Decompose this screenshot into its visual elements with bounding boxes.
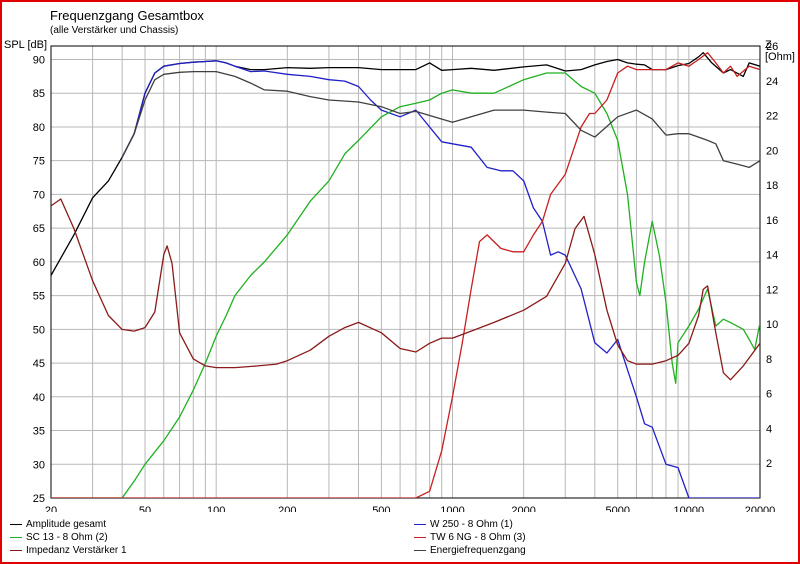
series-line-w-250-8-ohm-1 — [121, 60, 760, 498]
legend-label: Energiefrequenzgang — [430, 545, 526, 556]
y2-tick-label: 4 — [766, 423, 772, 435]
plot-area: 20 50 100 200 500 1000 2000 5000 10000 20000 25 30 3… — [33, 41, 779, 512]
x-tick-label: 1000 — [440, 505, 464, 512]
x-tick-label: 200 — [278, 505, 296, 512]
legend-swatch — [10, 550, 22, 551]
plot-background — [51, 46, 760, 498]
x-tick-label: 20 — [45, 505, 57, 512]
y-tick-label: 35 — [33, 426, 45, 438]
y2-tick-label: 6 — [766, 389, 772, 401]
y-tick-label: 70 — [33, 189, 45, 201]
x-tick-label: 5000 — [605, 505, 629, 512]
y-tick-label: 90 — [33, 54, 45, 66]
series-line-tw-6-ng-8-ohm-3 — [51, 52, 760, 498]
y-tick-label: 85 — [33, 88, 45, 100]
legend-item-energiefrequenzgang: Energiefrequenzgang — [414, 545, 526, 556]
series-line-energiefrequenzgang — [121, 70, 760, 169]
chart-title: Frequenzgang Gesamtbox — [50, 8, 204, 23]
series-line-sc-13-8-ohm-2 — [51, 72, 760, 498]
legend-label: W 250 - 8 Ohm (1) — [430, 519, 513, 530]
legend-item-sc13: SC 13 - 8 Ohm (2) — [10, 532, 108, 543]
x-tick-label: 50 — [139, 505, 151, 512]
legend-swatch — [414, 524, 426, 525]
legend-swatch — [10, 537, 22, 538]
y2-tick-label: 24 — [766, 76, 778, 88]
y2-tick-label: 20 — [766, 145, 778, 157]
y2-tick-label: 2 — [766, 458, 772, 470]
legend-label: TW 6 NG - 8 Ohm (3) — [430, 532, 526, 543]
legend-swatch — [414, 537, 426, 538]
legend-swatch — [10, 524, 22, 525]
x-tick-label: 100 — [207, 505, 225, 512]
y2-tick-label: 12 — [766, 284, 778, 296]
legend-swatch — [414, 550, 426, 551]
y-tick-label: 50 — [33, 324, 45, 336]
y-axis-label: SPL [dB] — [4, 39, 48, 51]
y2-tick-label: 10 — [766, 319, 778, 331]
y-tick-label: 65 — [33, 223, 45, 235]
legend-label: Amplitude gesamt — [26, 519, 107, 530]
y-tick-label: 45 — [33, 358, 45, 370]
y2-tick-label: 18 — [766, 180, 778, 192]
legend-item-impedanz: Impedanz Verstärker 1 — [10, 545, 127, 556]
legend-item-tw6ng: TW 6 NG - 8 Ohm (3) — [414, 532, 526, 543]
y-tick-label: 30 — [33, 459, 45, 471]
y-tick-label: 75 — [33, 156, 45, 168]
y2-tick-label: 14 — [766, 250, 778, 262]
x-tick-label: 2000 — [511, 505, 535, 512]
y-tick-label: 60 — [33, 257, 45, 269]
y-tick-label: 55 — [33, 291, 45, 303]
y-tick-label: 25 — [33, 493, 45, 505]
y-tick-label: 80 — [33, 122, 45, 134]
legend-item-amplitude-gesamt: Amplitude gesamt — [10, 519, 106, 530]
chart-subtitle: (alle Verstärker und Chassis) — [50, 25, 179, 36]
y2-tick-label: 8 — [766, 354, 772, 366]
y2-axis-label: Z [Ohm] — [765, 39, 795, 63]
y2-tick-label: 16 — [766, 215, 778, 227]
legend-item-w250: W 250 - 8 Ohm (1) — [414, 519, 513, 530]
y2-tick-label: 22 — [766, 111, 778, 123]
legend-label: Impedanz Verstärker 1 — [26, 545, 127, 556]
series-line-impedanz-verst-rker-1 — [51, 198, 760, 381]
x-tick-label: 10000 — [674, 505, 705, 512]
x-tick-label: 20000 — [745, 505, 776, 512]
legend-label: SC 13 - 8 Ohm (2) — [26, 532, 108, 543]
y2-tick-label: 26 — [766, 41, 778, 53]
y-tick-label: 40 — [33, 392, 45, 404]
x-tick-label: 500 — [372, 505, 390, 512]
